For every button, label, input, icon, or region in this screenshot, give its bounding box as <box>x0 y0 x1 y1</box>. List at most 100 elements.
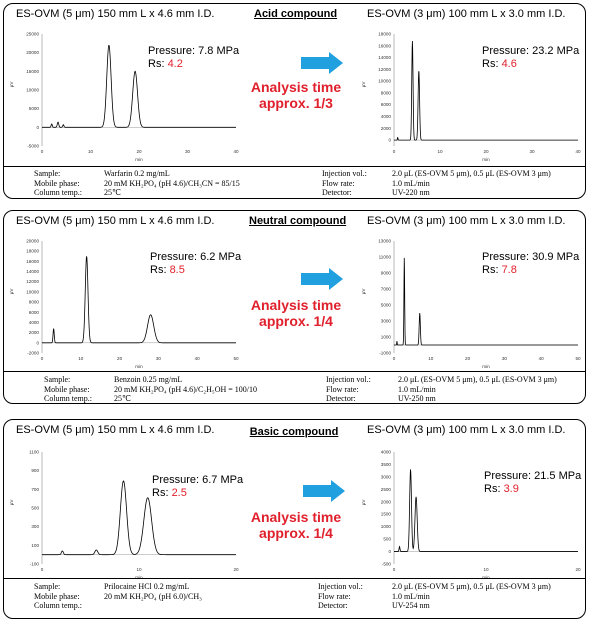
y-tick-label: 14000 <box>26 269 39 274</box>
sample-label: Sample: <box>44 375 71 384</box>
y-tick-label: -2000 <box>27 351 39 356</box>
panel-basic: ES-OVM (5 μm) 150 mm L x 4.6 mm I.D. Bas… <box>3 419 586 619</box>
y-tick-label: 6000 <box>381 102 392 107</box>
y-tick-label: 0 <box>388 549 391 554</box>
conditions-left: Sample: Warfarin 0.2 mg/mL Mobile phase: 2… <box>34 169 240 198</box>
y-axis-label: μV <box>361 81 366 88</box>
detector-value: UV-254 nm <box>392 601 430 610</box>
detector-label: Detector: <box>318 601 348 610</box>
rs-value-left: 4.2 <box>167 58 183 70</box>
chart-acid-3um: 0 2000 4000 6000 8000 10000 12000 14000 16000 180… <box>361 32 581 163</box>
injection-vol-value: 2.0 μL (ES-OVM 5 μm), 0.5 μL (ES-OVM 3 μ… <box>392 582 551 591</box>
x-tick-label: 50 <box>233 356 239 361</box>
injection-vol-value: 2.0 μL (ES-OVM 5 μm), 0.5 μL (ES-OVM 3 μ… <box>392 169 551 178</box>
sample-value: Warfarin 0.2 mg/mL <box>104 169 170 178</box>
y-tick-label: 500 <box>383 537 391 542</box>
y-axis-label: μV <box>361 499 366 506</box>
conditions-right: Injection vol.: 2.0 μL (ES-OVM 5 μm), 0.5… <box>318 582 551 611</box>
x-tick-label: 20 <box>465 356 471 361</box>
conditions-right: Injection vol.: 2.0 μL (ES-OVM 5 μm), 0.5… <box>326 375 557 404</box>
rs-label-right: Rs: <box>482 58 502 70</box>
rs-label-left: Rs: <box>152 487 172 499</box>
x-tick-label: 10 <box>78 356 84 361</box>
right-column-title: ES-OVM (3 μm) 100 mm L x 3.0 mm I.D. <box>367 424 566 436</box>
y-tick-label: 1000 <box>381 524 392 529</box>
y-tick-label: 14000 <box>378 55 391 60</box>
pressure-annotation-left: Pressure: 6.2 MPa Rs: 8.5 <box>150 251 241 277</box>
flow-rate-label: Flow rate: <box>326 384 359 394</box>
arrow-right-icon <box>301 268 343 290</box>
sample-value: Benzoin 0.25 mg/mL <box>114 375 183 384</box>
analysis-time-label: Analysis time approx. 1/4 <box>236 509 356 541</box>
chromatogram-trace <box>394 469 578 552</box>
analysis-time-line2: approx. 1/3 <box>259 95 333 111</box>
y-tick-label: 0 <box>388 138 391 143</box>
right-column-title: ES-OVM (3 μm) 100 mm L x 3.0 mm I.D. <box>367 215 566 227</box>
pressure-annotation-right: Pressure: 30.9 MPa Rs: 7.8 <box>482 251 579 277</box>
x-axis-label: min <box>482 157 490 162</box>
rs-label-right: Rs: <box>482 264 502 276</box>
y-tick-label: 4000 <box>29 320 40 325</box>
y-tick-label: 10000 <box>26 88 39 93</box>
sample-value: Prilocaine HCl 0.2 mg/mL <box>104 582 190 591</box>
y-tick-label: 10000 <box>26 289 39 294</box>
y-axis-label: μV <box>9 499 14 506</box>
y-tick-label: 16000 <box>378 43 391 48</box>
y-tick-label: -500 <box>382 562 392 567</box>
chart-neutral-3um: -1000 1000 3000 5000 7000 9000 11000 13000 0 10 20… <box>361 239 581 370</box>
column-temp-value: 25℃ <box>114 394 131 403</box>
y-tick-label: 9000 <box>381 271 392 276</box>
y-tick-label: 2500 <box>381 487 392 492</box>
analysis-time-label: Analysis time approx. 1/3 <box>236 79 356 111</box>
y-tick-label: 500 <box>31 506 39 511</box>
x-tick-label: 20 <box>575 567 581 572</box>
y-tick-label: 3000 <box>381 474 392 479</box>
x-tick-label: 10 <box>88 149 94 154</box>
rs-value-right: 4.6 <box>501 58 517 70</box>
analysis-time-line1: Analysis time <box>250 509 342 525</box>
chromatogram-trace <box>42 44 236 128</box>
analysis-time-line2: approx. 1/4 <box>259 525 333 541</box>
y-tick-label: 7000 <box>381 287 392 292</box>
x-tick-label: 10 <box>437 149 443 154</box>
x-tick-label: 10 <box>483 567 489 572</box>
pressure-annotation-left: Pressure: 7.8 MPa Rs: 4.2 <box>148 45 239 71</box>
panel-neutral: ES-OVM (5 μm) 150 mm L x 4.6 mm I.D. Neu… <box>3 210 586 404</box>
y-tick-label: 4000 <box>381 114 392 119</box>
y-tick-label: 2000 <box>29 330 40 335</box>
divider <box>4 371 585 372</box>
arrow-right-icon <box>301 52 343 74</box>
y-tick-label: 5000 <box>381 303 392 308</box>
pressure-annotation-left: Pressure: 6.7 MPa Rs: 2.5 <box>152 474 243 500</box>
x-tick-label: 0 <box>393 567 396 572</box>
injection-vol-value: 2.0 μL (ES-OVM 5 μm), 0.5 μL (ES-OVM 3 μ… <box>398 375 557 384</box>
injection-vol-label: Injection vol.: <box>318 582 363 591</box>
y-tick-label: 12000 <box>378 67 391 72</box>
y-tick-label: 15000 <box>26 69 39 74</box>
y-tick-label: 300 <box>31 524 39 529</box>
chart-basic-5um: -100 100 300 500 700 900 1100 0 10 20 min μV <box>9 450 239 581</box>
x-axis-label: min <box>482 364 490 369</box>
conditions-left: Sample: Prilocaine HCl 0.2 mg/mL Mobile p… <box>34 582 202 611</box>
sample-label: Sample: <box>34 582 61 591</box>
flow-rate-value: 1.0 mL/min <box>398 384 436 394</box>
mobile-phase-label: Mobile phase: <box>34 591 80 601</box>
conditions-right: Injection vol.: 2.0 μL (ES-OVM 5 μm), 0.5… <box>322 169 551 198</box>
rs-value-left: 8.5 <box>169 264 185 276</box>
x-tick-label: 10 <box>136 567 142 572</box>
y-tick-label: 1000 <box>381 335 392 340</box>
y-tick-label: 3500 <box>381 462 392 467</box>
mobile-phase-label: Mobile phase: <box>34 178 80 188</box>
sample-label: Sample: <box>34 169 61 178</box>
y-tick-label: 2000 <box>381 126 392 131</box>
x-tick-label: 0 <box>41 567 44 572</box>
flow-rate-label: Flow rate: <box>318 591 351 601</box>
pressure-left: Pressure: 7.8 MPa <box>148 45 240 57</box>
pressure-right: Pressure: 21.5 MPa <box>484 470 582 482</box>
detector-value: UV-250 nm <box>398 394 436 403</box>
y-tick-label: 900 <box>31 468 39 473</box>
pressure-annotation-right: Pressure: 23.2 MPa Rs: 4.6 <box>482 45 579 71</box>
y-tick-label: 4000 <box>381 450 392 455</box>
